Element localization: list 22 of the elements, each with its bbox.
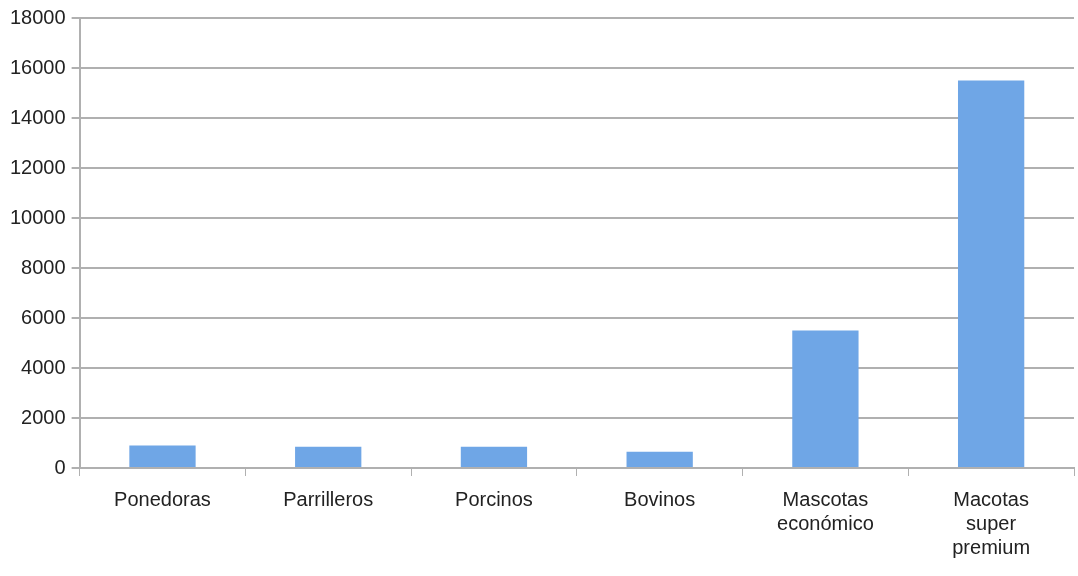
bar bbox=[460, 446, 528, 467]
y-tick-label: 8000 bbox=[21, 255, 66, 278]
x-tick-label: Porcinos bbox=[455, 487, 533, 510]
x-tick-label: Macotas super premium bbox=[952, 487, 1031, 558]
y-tick-label: 10000 bbox=[9, 205, 66, 228]
y-tick-label: 4000 bbox=[21, 355, 66, 378]
y-tick-label: 2000 bbox=[21, 405, 66, 428]
bar bbox=[792, 330, 859, 467]
x-tick-label: Bovinos bbox=[624, 487, 696, 510]
y-tick-label: 14000 bbox=[9, 105, 66, 128]
y-tick-label: 0 bbox=[54, 455, 66, 478]
y-tick-label: 16000 bbox=[9, 55, 66, 78]
x-tick-label: Ponedoras bbox=[114, 487, 211, 510]
bar bbox=[957, 80, 1025, 467]
y-tick-label: 18000 bbox=[9, 5, 66, 28]
bar bbox=[626, 451, 693, 467]
y-tick-label: 12000 bbox=[9, 155, 66, 178]
x-tick-label: Mascotas económico bbox=[777, 487, 874, 534]
x-tick-label: Parrilleros bbox=[283, 487, 374, 510]
y-tick-label: 6000 bbox=[21, 305, 66, 328]
bar bbox=[295, 446, 362, 467]
bar bbox=[129, 445, 196, 467]
